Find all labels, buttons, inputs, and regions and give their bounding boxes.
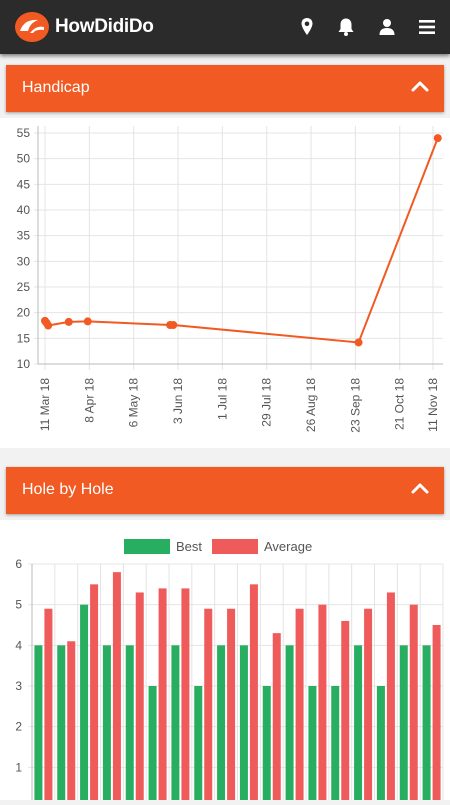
bell-icon[interactable]	[335, 16, 357, 38]
bar-best	[171, 645, 180, 805]
bar-best	[34, 645, 43, 805]
y-tick-label: 50	[17, 152, 31, 166]
y-tick-label: 15	[17, 331, 31, 345]
bar-average	[67, 641, 76, 805]
bar-average	[318, 604, 327, 805]
legend-label-average: Average	[264, 539, 312, 554]
bar-average	[409, 604, 418, 805]
bar-best	[194, 686, 203, 805]
bar-average	[341, 620, 350, 805]
bar-average	[135, 592, 144, 805]
bar-average	[272, 633, 281, 805]
chevron-up-icon[interactable]	[410, 479, 430, 499]
bar-best	[422, 645, 431, 805]
legend-label-best: Best	[176, 539, 202, 554]
bar-best	[239, 645, 248, 805]
app-bar: HowDidiDo	[0, 0, 450, 54]
y-tick-label: 40	[17, 203, 31, 217]
y-tick-label: 25	[17, 280, 31, 294]
bar-average	[295, 608, 304, 805]
handicap-line-chart: 11 Mar 18 8 Apr 18 6 May 18 3 Jun 18 1 Jul 1…	[17, 126, 443, 433]
x-tick-label: 1 Jul 18	[215, 378, 229, 420]
legend-swatch-best	[124, 539, 170, 554]
handicap-section-header[interactable]: Handicap	[6, 65, 444, 112]
hole-by-hole-chart-panel: Best Average 1 2 3 4 5 6	[0, 520, 450, 805]
y-tick-label: 35	[17, 229, 31, 243]
x-tick-label: 11 Nov 18	[426, 378, 440, 432]
y-tick-label: 20	[17, 306, 31, 320]
bar-best	[80, 604, 89, 805]
x-tick-label: 26 Aug 18	[304, 378, 318, 432]
bar-average	[386, 592, 395, 805]
y-tick-label: 55	[17, 126, 31, 140]
x-tick-label: 21 Oct 18	[393, 378, 407, 430]
handicap-title: Handicap	[22, 79, 90, 96]
x-tick-label: 29 Jul 18	[260, 378, 274, 427]
bar-best	[376, 686, 385, 805]
logo-icon[interactable]	[14, 11, 50, 43]
bar-best	[331, 686, 340, 805]
location-pin-icon[interactable]	[296, 16, 318, 38]
handicap-data-point	[44, 321, 53, 330]
bar-best	[217, 645, 226, 805]
bar-average	[44, 608, 53, 805]
handicap-series-line	[44, 137, 439, 344]
x-tick-label: 8 Apr 18	[82, 378, 96, 423]
bar-best	[148, 686, 157, 805]
hole-by-hole-title: Hole by Hole	[22, 481, 114, 498]
bar-best	[399, 645, 408, 805]
y-tick-label: 2	[15, 720, 22, 734]
legend-swatch-average	[212, 539, 258, 554]
bar-average	[249, 584, 258, 805]
x-tick-label: 3 Jun 18	[171, 378, 185, 424]
brand-name[interactable]: HowDidiDo	[55, 16, 154, 37]
bar-average	[112, 572, 121, 805]
handicap-chart-panel: 11 Mar 18 8 Apr 18 6 May 18 3 Jun 18 1 Jul 1…	[0, 118, 450, 448]
y-tick-label: 30	[17, 254, 31, 268]
handicap-data-point	[354, 338, 363, 347]
y-tick-label: 3	[15, 679, 22, 693]
bar-best	[308, 686, 317, 805]
bar-average	[432, 625, 441, 805]
chevron-up-icon[interactable]	[410, 77, 430, 97]
y-tick-label: 6	[15, 557, 22, 571]
bar-average	[158, 588, 167, 805]
y-tick-label: 45	[17, 177, 31, 191]
y-tick-label: 1	[15, 760, 22, 774]
handicap-data-point	[433, 134, 442, 143]
bar-average	[227, 608, 236, 805]
hole-by-hole-bar-chart: Best Average 1 2 3 4 5 6	[15, 539, 444, 805]
user-icon[interactable]	[376, 16, 398, 38]
x-tick-label: 23 Sep 18	[348, 378, 362, 433]
handicap-data-point	[64, 317, 73, 326]
bar-best	[354, 645, 363, 805]
menu-icon[interactable]	[416, 16, 438, 38]
x-tick-label: 11 Mar 18	[38, 378, 52, 431]
bar-best	[102, 645, 111, 805]
hole-by-hole-section-header[interactable]: Hole by Hole	[6, 467, 444, 514]
bar-average	[204, 608, 213, 805]
bar-average	[364, 608, 373, 805]
handicap-data-point	[83, 317, 92, 326]
x-tick-label: 6 May 18	[127, 378, 141, 428]
y-tick-label: 5	[15, 598, 22, 612]
bar-best	[125, 645, 134, 805]
bar-best	[57, 645, 66, 805]
bar-best	[285, 645, 294, 805]
bar-average	[181, 588, 190, 805]
handicap-data-point	[169, 320, 178, 329]
y-tick-label: 4	[15, 638, 22, 652]
bar-average	[90, 584, 99, 805]
bar-best	[262, 686, 271, 805]
y-tick-label: 10	[17, 357, 31, 371]
